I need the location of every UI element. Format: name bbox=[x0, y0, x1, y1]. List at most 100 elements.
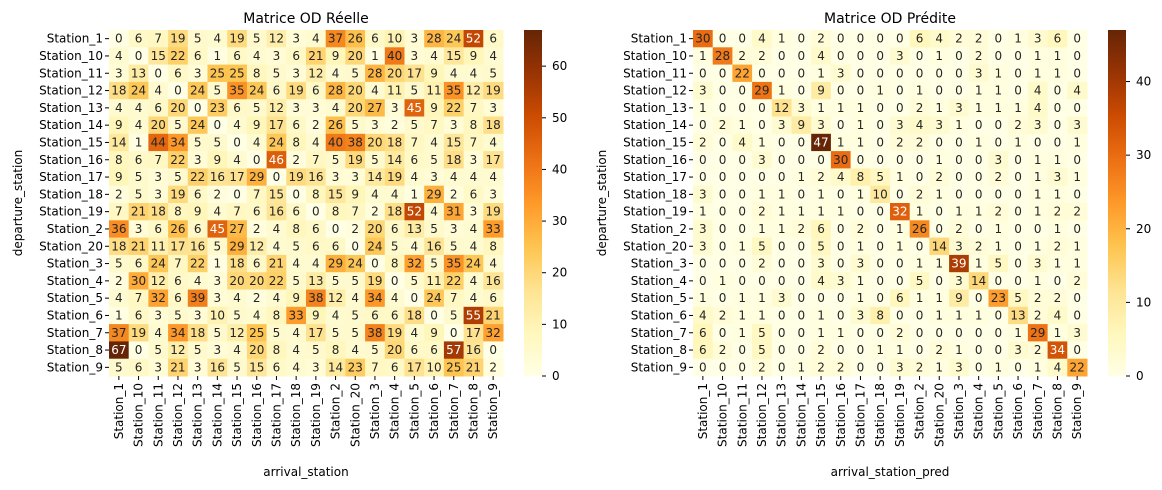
cell-value-label: 0 bbox=[738, 153, 746, 167]
heatmap-cell bbox=[791, 203, 812, 221]
heatmap-cell bbox=[207, 81, 228, 100]
cell-value-label: 47 bbox=[813, 135, 828, 149]
cell-value-label: 0 bbox=[719, 153, 727, 167]
x-tick-label: Station_5 bbox=[407, 383, 421, 439]
heatmap-cell bbox=[870, 47, 891, 66]
heatmap-cell bbox=[830, 151, 852, 169]
heatmap-cell bbox=[384, 220, 405, 239]
heatmap-cell bbox=[148, 99, 169, 117]
heatmap-cell bbox=[109, 64, 130, 83]
cell-value-label: 5 bbox=[758, 343, 766, 357]
heatmap-cell bbox=[286, 151, 307, 169]
heatmap-cell bbox=[246, 185, 268, 204]
heatmap-cell bbox=[463, 64, 484, 83]
cell-value-label: 30 bbox=[833, 153, 848, 167]
cell-value-label: 4 bbox=[1073, 84, 1081, 98]
heatmap-cell bbox=[246, 116, 268, 135]
cell-value-label: 0 bbox=[719, 170, 727, 184]
cell-value-label: 15 bbox=[446, 49, 461, 63]
y-tick-label: Station_19 bbox=[39, 205, 103, 219]
cell-value-label: 2 bbox=[1034, 343, 1042, 357]
cell-value-label: 3 bbox=[194, 153, 202, 167]
cell-value-label: 7 bbox=[253, 187, 261, 201]
cell-value-label: 5 bbox=[876, 170, 884, 184]
heatmap-cell bbox=[483, 116, 504, 135]
cell-value-label: 27 bbox=[229, 222, 244, 236]
heatmap-cell bbox=[771, 168, 792, 187]
cell-value-label: 1 bbox=[857, 101, 865, 115]
heatmap-cell bbox=[404, 133, 425, 152]
cell-value-label: 2 bbox=[738, 49, 746, 63]
cell-value-label: 9 bbox=[214, 153, 222, 167]
cell-value-label: 0 bbox=[489, 343, 497, 357]
cell-value-label: 5 bbox=[450, 239, 458, 253]
cell-value-label: 7 bbox=[115, 205, 123, 219]
cell-value-label: 33 bbox=[486, 222, 501, 236]
cell-value-label: 1 bbox=[699, 205, 707, 219]
heatmap-cell bbox=[345, 168, 366, 187]
heatmap-cell bbox=[890, 220, 911, 239]
heatmap-cell bbox=[148, 47, 169, 66]
cell-value-label: 6 bbox=[312, 84, 320, 98]
y-tick-label: Station_7 bbox=[47, 326, 103, 340]
cell-value-label: 3 bbox=[154, 360, 162, 374]
y-axis-label: departure_station bbox=[11, 150, 25, 257]
cell-value-label: 20 bbox=[249, 274, 264, 288]
cell-value-label: 0 bbox=[837, 308, 845, 322]
cell-value-label: 1 bbox=[995, 101, 1003, 115]
heatmap-cell bbox=[929, 254, 950, 273]
heatmap-cell bbox=[1047, 116, 1068, 135]
heatmap-cell bbox=[148, 254, 169, 273]
heatmap-cell bbox=[909, 203, 930, 221]
cell-value-label: 0 bbox=[995, 274, 1003, 288]
heatmap-cell bbox=[306, 64, 327, 83]
x-tick-label: Station_13 bbox=[191, 383, 205, 447]
cell-value-label: 3 bbox=[817, 257, 825, 271]
heatmap-cell bbox=[286, 116, 307, 135]
cell-value-label: 14 bbox=[932, 239, 947, 253]
heatmap-cell bbox=[187, 185, 208, 204]
cell-value-label: 3 bbox=[115, 66, 123, 80]
cell-value-label: 1 bbox=[935, 153, 943, 167]
heatmap-cell bbox=[909, 185, 930, 204]
cell-value-label: 4 bbox=[154, 326, 162, 340]
cell-value-label: 0 bbox=[975, 153, 983, 167]
heatmap-cell bbox=[771, 185, 792, 204]
heatmap-cell bbox=[424, 254, 445, 273]
cell-value-label: 19 bbox=[229, 32, 244, 46]
cell-value-label: 16 bbox=[486, 274, 501, 288]
heatmap-cell bbox=[443, 99, 465, 117]
cell-value-label: 18 bbox=[229, 257, 244, 271]
cell-value-label: 18 bbox=[387, 135, 402, 149]
heatmap-cell bbox=[168, 185, 189, 204]
cell-value-label: 2 bbox=[837, 360, 845, 374]
heatmap-cell bbox=[148, 203, 169, 221]
cell-value-label: 0 bbox=[935, 205, 943, 219]
heatmap-cell bbox=[732, 99, 753, 117]
cell-value-label: 4 bbox=[411, 326, 419, 340]
cell-value-label: 0 bbox=[817, 153, 825, 167]
cell-value-label: 0 bbox=[1014, 170, 1022, 184]
cell-value-label: 1 bbox=[857, 118, 865, 132]
heatmap-cell bbox=[830, 116, 852, 135]
cell-value-label: 0 bbox=[1054, 135, 1062, 149]
cell-value-label: 3 bbox=[699, 84, 707, 98]
heatmap-cell bbox=[187, 151, 208, 169]
heatmap-cell bbox=[771, 306, 792, 325]
cell-value-label: 9 bbox=[955, 291, 963, 305]
heatmap-cell bbox=[424, 99, 445, 117]
cell-value-label: 4 bbox=[292, 326, 300, 340]
cell-value-label: 0 bbox=[738, 84, 746, 98]
heatmap-cell bbox=[325, 341, 346, 360]
cell-value-label: 1 bbox=[1014, 135, 1022, 149]
heatmap-cell bbox=[949, 81, 970, 100]
heatmap-cell bbox=[929, 133, 950, 152]
cell-value-label: 8 bbox=[292, 222, 300, 236]
cell-value-label: 6 bbox=[135, 308, 143, 322]
cell-value-label: 4 bbox=[292, 257, 300, 271]
cell-value-label: 19 bbox=[367, 274, 382, 288]
heatmap-cell bbox=[246, 306, 268, 325]
cell-value-label: 0 bbox=[896, 274, 904, 288]
cell-value-label: 0 bbox=[738, 32, 746, 46]
heatmap-cell bbox=[424, 81, 445, 100]
